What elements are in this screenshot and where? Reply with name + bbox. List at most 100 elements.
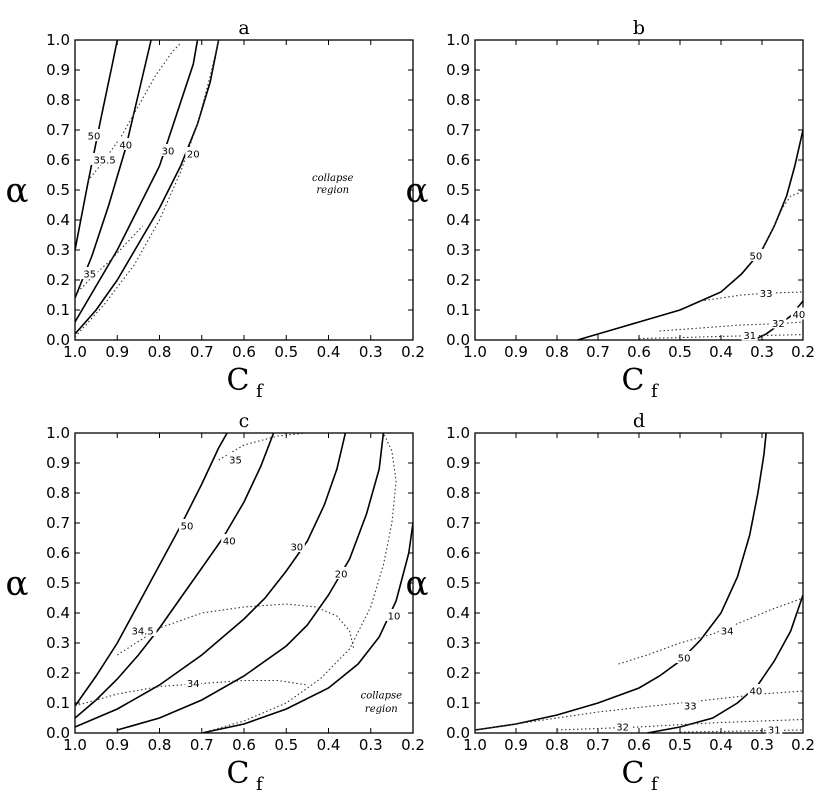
x-tick-label: 0.5 [668,343,692,361]
y-tick-label: 0.1 [446,694,470,712]
y-tick-label: 0.5 [46,574,70,592]
panel-title: b [633,17,645,39]
panel-d: 0.0 0.1 0.2 0.3 0.4 0.5 0.6 0.7 0.8 0.9 1.0 1.0 0.9 0… [406,410,815,795]
y-tick-label: 0.7 [446,121,470,139]
contour-label: 40 [223,537,236,548]
panel-title: c [239,410,250,432]
x-tick-label: 0.2 [791,736,815,754]
dotted-contour-boundary [201,433,397,733]
contour-label: 50 [749,252,762,263]
contour-group [75,433,413,733]
y-tick-label: 0.0 [446,724,470,742]
contour-label-bg [159,144,176,156]
solid-contour-40 [647,594,803,733]
contour-label: 40 [119,141,132,152]
plot-frame [74,39,414,341]
contour-label-bg [288,540,305,552]
x-tick-label: 0.4 [709,343,733,361]
solid-contour-10 [201,522,413,733]
contour-label: 34.5 [131,627,153,638]
contour-label-bg [770,316,787,329]
contour-label-bg [178,519,195,531]
x-tick-label: 0.5 [274,343,298,361]
y-tick-label: 0.4 [446,604,470,622]
x-axis-label: C [227,363,250,398]
contour-label-bg [747,684,764,696]
y-tick-label: 1.0 [46,424,70,442]
y-tick-label: 0.9 [46,61,70,79]
contour-label: 34 [187,679,200,690]
y-tick-label: 0.6 [446,544,470,562]
x-tick-label: 0.4 [709,736,733,754]
y-tick-label: 0.3 [46,241,70,259]
x-tick-label: 0.9 [105,343,129,361]
contour-label-bg [117,138,134,150]
contour-label-bg [185,147,202,159]
solid-contour-30 [75,40,199,323]
solid-contour-40 [75,433,275,719]
x-tick-label: 0.5 [274,736,298,754]
y-tick-label: 0.2 [446,271,470,289]
x-tick-label: 0.3 [750,736,774,754]
x-tick-label: 1.0 [463,736,487,754]
y-tick-label: 1.0 [46,31,70,49]
x-tick-label: 0.7 [190,736,214,754]
y-tick-label: 0.6 [46,544,70,562]
x-tick-label: 1.0 [63,736,87,754]
solid-contour-50 [475,433,767,731]
y-axis-label: α [406,564,429,604]
panel-title: a [238,17,249,39]
x-tick-label: 0.3 [359,343,383,361]
x-axis-label-subscript: f [256,381,264,402]
y-tick-label: 0.2 [446,664,470,682]
x-axis-label-subscript: f [651,774,659,795]
y-tick-label: 0.5 [46,181,70,199]
contour-label-bg [128,624,157,636]
contour-label-bg [90,153,119,165]
x-tick-label: 0.6 [627,343,651,361]
solid-contour-30 [75,433,347,728]
panel-a: 0.0 0.1 0.2 0.3 0.4 0.5 0.6 0.7 0.8 0.9 1.0 1.0 0.9 0… [6,17,425,402]
x-tick-label: 0.8 [545,343,569,361]
contour-group [475,433,803,733]
contour-label-bg [719,624,736,636]
contour-label: 35 [83,270,96,281]
y-tick-label: 0.9 [446,454,470,472]
annotation-text: collapse [361,691,403,702]
contour-label-bg [747,249,764,261]
y-tick-label: 0.8 [446,91,470,109]
contour-label: 33 [760,289,773,300]
contour-label-bg [86,129,103,141]
y-tick-label: 0.0 [446,331,470,349]
x-tick-label: 0.2 [401,736,425,754]
y-tick-label: 0.4 [46,604,70,622]
contour-label-bg [333,567,350,579]
contour-label-bg [227,453,244,465]
y-tick-label: 0.9 [46,454,70,472]
x-tick-label: 0.6 [627,736,651,754]
x-tick-label: 0.3 [750,343,774,361]
x-tick-label: 0.6 [232,343,256,361]
solid-contour-20 [117,433,385,731]
x-tick-label: 0.5 [668,736,692,754]
x-axis-label: C [227,756,250,791]
y-tick-label: 0.6 [46,151,70,169]
contour-label: 50 [678,654,691,665]
x-tick-label: 0.7 [586,736,610,754]
y-tick-label: 0.8 [446,484,470,502]
contour-label-bg [682,699,699,711]
solid-contour-50 [75,40,119,251]
contour-label: 40 [749,687,762,698]
y-axis-label: α [406,171,429,211]
contour-label-bg [185,676,202,689]
solid-contour-50 [75,433,228,707]
x-tick-label: 1.0 [463,343,487,361]
contour-label: 20 [335,570,348,581]
x-tick-label: 0.4 [317,343,341,361]
contour-label: 50 [88,132,101,143]
contour-label-bg [81,267,98,279]
contour-label-bg [614,720,631,732]
y-tick-label: 0.7 [46,121,70,139]
contour-label-bg [758,286,775,299]
